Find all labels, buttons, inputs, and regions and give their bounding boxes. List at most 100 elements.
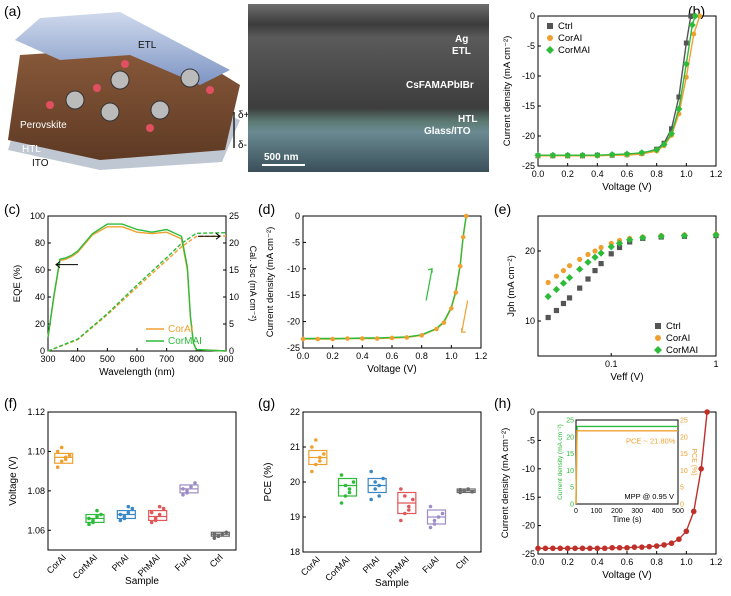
data-point xyxy=(343,483,348,488)
legend-marker xyxy=(547,35,553,41)
x-tick-label: 0.0 xyxy=(297,351,310,361)
schematic-label-perovskite: Perovskite xyxy=(20,120,67,131)
y-tick-label: -15 xyxy=(522,492,535,502)
data-point xyxy=(67,453,72,458)
data-point xyxy=(572,545,578,552)
data-point xyxy=(688,13,694,19)
dipole-icons xyxy=(46,60,214,132)
x-axis-label: Voltage (V) xyxy=(367,364,416,375)
sem-label-glass-ito: Glass/ITO xyxy=(424,126,471,137)
inset-y2-tick-label: 0 xyxy=(680,502,684,509)
category-label: PhMAI xyxy=(385,554,411,580)
data-point xyxy=(470,490,474,494)
data-point xyxy=(339,501,344,505)
y-tick-label: -25 xyxy=(522,549,535,559)
data-point xyxy=(631,544,638,550)
x-tick-label: 0.8 xyxy=(650,557,663,567)
data-point xyxy=(676,536,682,543)
data-point xyxy=(680,232,689,240)
data-point xyxy=(59,445,64,450)
category-label: FuAI xyxy=(420,554,441,575)
panel-label: (d) xyxy=(258,201,275,217)
x-axis-label: Wavelength (nm) xyxy=(99,367,175,378)
data-point xyxy=(300,336,306,342)
data-point xyxy=(181,493,185,497)
data-point xyxy=(403,511,407,516)
y-tick-label: 1.12 xyxy=(27,407,45,417)
data-point xyxy=(374,336,380,341)
arrow-down-icon xyxy=(461,300,469,333)
data-point xyxy=(598,261,604,267)
x-tick-label: 300 xyxy=(40,354,55,364)
sem-background xyxy=(248,4,489,172)
y-tick-label: -15 xyxy=(287,290,300,300)
data-point xyxy=(432,522,437,526)
x-tick-label: 0.0 xyxy=(532,557,545,567)
inset-y-tick-label: 5 xyxy=(570,485,574,492)
x-tick-label: 0.4 xyxy=(591,557,604,567)
category-label: PhAI xyxy=(110,552,131,573)
data-point xyxy=(615,239,624,247)
x-tick-label: 0.6 xyxy=(386,351,399,361)
data-point xyxy=(559,279,568,287)
box xyxy=(54,452,74,464)
data-point xyxy=(153,518,158,523)
y-tick-label: 100 xyxy=(30,211,45,221)
x-tick-label: 0.8 xyxy=(650,169,663,179)
panel-label: (f) xyxy=(4,395,17,411)
data-point xyxy=(653,146,661,154)
data-point xyxy=(347,487,352,491)
arrow-right-icon xyxy=(198,232,221,240)
data-point xyxy=(339,473,344,477)
data-point xyxy=(369,497,373,502)
legend-marker xyxy=(655,335,661,341)
data-point xyxy=(683,74,689,80)
data-point xyxy=(55,465,60,470)
y2-tick-label: 10 xyxy=(229,292,239,302)
data-point xyxy=(432,518,437,523)
data-point xyxy=(624,544,630,551)
x-tick-label: 0.1 xyxy=(605,359,618,369)
category-label: CorAI xyxy=(299,554,322,577)
data-point xyxy=(676,94,682,100)
data-point xyxy=(553,273,560,279)
y-tick-label: -15 xyxy=(522,101,535,111)
y-tick-label: -20 xyxy=(287,317,300,327)
data-point xyxy=(704,409,710,415)
data-point xyxy=(584,258,592,266)
data-point xyxy=(149,520,154,525)
panel-label: (c) xyxy=(4,201,20,217)
data-point xyxy=(95,514,99,519)
category-label: Ctrl xyxy=(454,554,471,571)
x-tick-label: 800 xyxy=(189,354,204,364)
panel-c: (c)300 400 500 600 700 800 900020406080100Wave… xyxy=(4,201,258,378)
schematic-label-htl: HTL xyxy=(22,144,41,155)
panel-label: (h) xyxy=(494,395,511,411)
data-point xyxy=(466,487,470,491)
x-tick-label: 1.2 xyxy=(710,557,723,567)
x-tick-label: 700 xyxy=(159,354,174,364)
data-point xyxy=(557,545,564,552)
data-point xyxy=(449,306,454,311)
data-point xyxy=(118,512,123,517)
data-point xyxy=(381,476,385,481)
data-point xyxy=(407,504,411,509)
data-point xyxy=(592,268,598,274)
y-tick-label: 40 xyxy=(35,292,45,302)
data-point xyxy=(369,469,373,474)
data-point xyxy=(99,512,103,517)
data-point xyxy=(122,516,127,521)
y-axis-label: PCE (%) xyxy=(263,463,274,502)
y2-tick-label: 25 xyxy=(229,211,239,221)
data-point xyxy=(389,335,395,341)
panel-f: (f) 1.06 1.08 1.10 1.12 Voltage (V) Sample CorA… xyxy=(4,395,237,587)
x-tick-label: 600 xyxy=(129,354,144,364)
inset-y2-axis-label: PCE (%) xyxy=(690,448,697,475)
data-point xyxy=(91,520,95,525)
legend-marker xyxy=(654,346,662,354)
data-point xyxy=(216,534,221,538)
x-tick-label: 1 xyxy=(713,359,718,369)
category-label: PhMAI xyxy=(136,552,162,578)
inset-x-tick-label: 100 xyxy=(591,508,603,515)
data-point xyxy=(623,150,631,158)
